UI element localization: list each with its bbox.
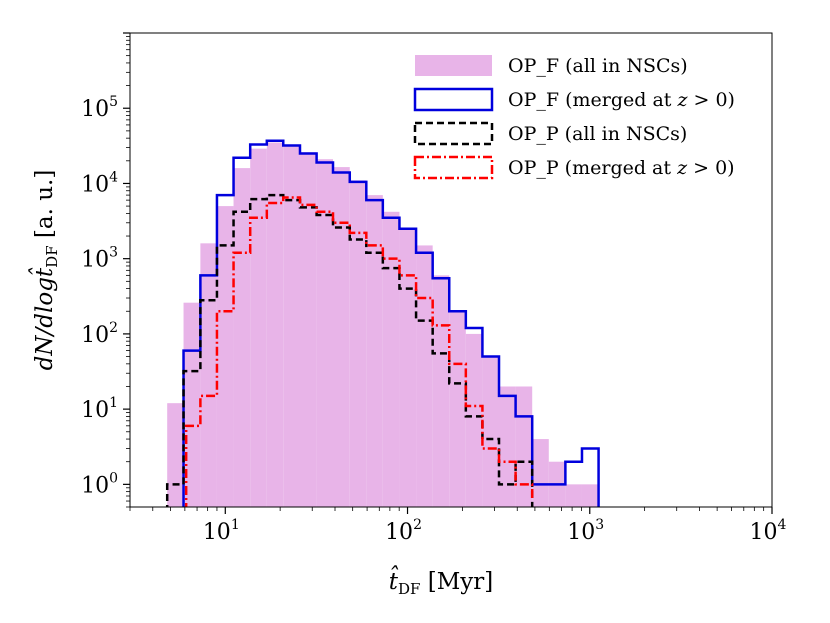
x-axis-label: t̂DF [Myr]	[389, 566, 493, 598]
x-tick-label: 103	[567, 517, 604, 545]
histogram-bar	[532, 439, 549, 507]
histogram-bar	[266, 142, 284, 507]
legend-swatch-op-p-all	[413, 121, 494, 146]
x-axis: 101 102 103 104	[129, 507, 787, 545]
histogram-bar	[183, 302, 201, 507]
histogram-bar	[216, 206, 234, 507]
legend: OP_F (all in NSCs) OP_F (merged at z > 0…	[413, 55, 735, 180]
histogram-bar	[283, 144, 300, 507]
histogram-bar	[200, 243, 217, 507]
series-1-step-line	[182, 139, 600, 507]
histogram-bar	[449, 311, 466, 507]
legend-swatch-op-p-merged	[413, 155, 494, 180]
histogram-bar	[299, 152, 317, 507]
histogram-bar	[432, 275, 450, 507]
legend-label-op-p-merged: OP_P (merged at z > 0)	[508, 157, 735, 179]
histogram-bar	[316, 159, 334, 507]
legend-swatch-op-f-all	[415, 55, 492, 76]
series-op-f-all-bars	[167, 142, 599, 507]
x-tick-label: 102	[385, 517, 422, 545]
legend-label-op-f-all: OP_F (all in NSCs)	[508, 55, 688, 77]
y-tick-label: 100	[81, 470, 118, 498]
histogram-bar	[349, 180, 367, 507]
histogram-bar	[250, 148, 267, 507]
histogram-bar	[333, 167, 350, 507]
y-axis-label: dN/dlogt̂DF [a. u.]	[29, 170, 61, 371]
histogram-bar	[366, 195, 383, 507]
histogram-bar	[233, 168, 251, 507]
y-axis: 100 101 102 103 104 105	[81, 32, 130, 508]
histogram-bar	[565, 484, 582, 507]
y-tick-label: 101	[81, 395, 118, 423]
histogram-bar	[515, 386, 533, 507]
y-tick-label: 103	[81, 245, 118, 273]
y-tick-label: 104	[81, 169, 118, 197]
y-tick-label: 105	[81, 94, 118, 122]
series-3-step-line	[184, 196, 534, 507]
legend-swatch-op-f-merged	[413, 87, 494, 112]
histogram-bar	[399, 228, 417, 507]
x-tick-label: 101	[203, 517, 240, 545]
histogram-bar	[416, 245, 433, 507]
histogram-bar	[465, 333, 483, 507]
x-tick-label: 104	[750, 517, 787, 545]
y-tick-label: 102	[81, 320, 118, 348]
legend-label-op-f-merged: OP_F (merged at z > 0)	[508, 89, 735, 111]
histogram-bar	[499, 386, 516, 507]
histogram-bar	[581, 484, 599, 507]
series-step-lines	[165, 139, 600, 507]
histogram-bar	[167, 403, 184, 507]
legend-label-op-p-all: OP_P (all in NSCs)	[508, 123, 687, 145]
histogram-bar	[382, 211, 400, 507]
histogram-bar	[482, 356, 500, 507]
